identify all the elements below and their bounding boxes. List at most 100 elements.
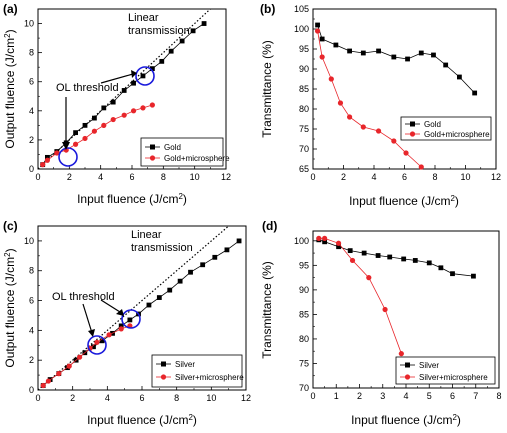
y-tick-label: 90 [299, 64, 309, 74]
legend-marker-gold [150, 144, 155, 150]
data-point-gold-microsphere [375, 128, 382, 134]
threshold-arrow-high [100, 73, 134, 84]
legend-d: Silver Silver+microsphere [395, 356, 496, 385]
x-tick-label: 2 [70, 393, 75, 403]
data-point-silver-microsphere [77, 354, 83, 360]
y-tick-label: 70 [299, 144, 309, 154]
data-point-gold [179, 38, 185, 44]
y-tick-label: 6 [29, 77, 34, 87]
x-tick-label: 0 [310, 172, 315, 182]
y-axis-title-a: Output fluence (J/cm2) [3, 29, 18, 148]
data-point-gold-microsphere [328, 76, 334, 82]
y-tick-label: 6 [29, 296, 34, 306]
x-tick-label: 8 [161, 172, 166, 182]
panel-c: (c) 0 2 4 6 8 10 12 0 2 4 6 8 10 OL threshold Linear… [3, 219, 252, 427]
x-tick-label: 3 [380, 391, 385, 401]
data-point-gold [159, 58, 165, 64]
linear-label-c-line2: transmission [131, 242, 193, 254]
y-tick-label: 10 [24, 236, 34, 246]
x-tick-label: 6 [139, 393, 144, 403]
x-tick-label: 1 [334, 391, 339, 401]
y-tick-label: 8 [29, 48, 34, 58]
series-line-gold-microsphere [317, 30, 422, 168]
x-tick-label: 5 [427, 391, 432, 401]
x-tick-label: 0 [310, 391, 315, 401]
data-point-silver [426, 260, 432, 266]
data-point-silver-microsphere [56, 371, 62, 377]
data-point-gold-microsphere [418, 164, 424, 170]
data-point-silver-microsphere [322, 235, 328, 241]
y-tick-label: 100 [294, 24, 309, 34]
threshold-arrow-low-c [82, 303, 93, 334]
data-point-silver [450, 271, 455, 277]
x-tick-label: 0 [35, 393, 40, 403]
data-point-gold-microsphere [82, 135, 88, 142]
data-point-gold-microsphere [337, 100, 344, 106]
threshold-circle-high-c [121, 309, 141, 329]
legend-label-silver-d: Silver [419, 361, 439, 370]
y-tick-label: 70 [299, 383, 309, 393]
x-tick-label: 6 [129, 172, 134, 182]
legend-label-gold-b: Gold [424, 120, 441, 129]
series-line-silver-microsphere [42, 325, 131, 386]
data-point-gold [190, 28, 196, 34]
legend-marker-silver-d [405, 362, 410, 368]
series-group-d [316, 235, 476, 357]
x-tick-label: 10 [190, 172, 200, 182]
ol-threshold-label-c: OL threshold [52, 291, 115, 303]
y-tick-label: 100 [294, 236, 309, 246]
data-point-gold-microsphere [360, 124, 366, 130]
threshold-circle-low [58, 147, 78, 167]
legend-box-d [395, 356, 496, 385]
data-point-gold [140, 73, 146, 79]
y-tick-label: 75 [299, 124, 309, 134]
data-point-silver [438, 265, 444, 271]
y-axis-title-d: Transmittance (%) [260, 261, 274, 359]
panel-label-c: (c) [3, 219, 18, 233]
data-point-silver [127, 317, 133, 323]
data-point-silver [91, 344, 96, 350]
data-point-silver-microsphere [335, 240, 342, 246]
legend-marker-silver-microsphere-d [404, 374, 411, 380]
data-point-silver [347, 248, 353, 254]
data-point-gold [92, 115, 97, 121]
data-point-gold [319, 36, 325, 42]
y-tick-label: 80 [299, 104, 309, 114]
legend-label-silver-microsphere-c: Silver+microsphere [175, 373, 244, 382]
data-point-gold [149, 66, 155, 72]
data-point-gold [168, 48, 174, 54]
data-point-gold [418, 50, 424, 56]
legend-label-gold-a: Gold [164, 143, 181, 152]
x-tick-label: 8 [174, 393, 179, 403]
data-point-silver [471, 273, 476, 279]
data-point-silver [412, 258, 418, 263]
y-tick-label: 8 [29, 266, 34, 276]
data-point-silver-microsphere [349, 257, 356, 264]
y-tick-label: 95 [299, 260, 309, 270]
panel-a: (a) 0 2 4 6 8 10 12 0 2 4 6 8 10 OL threshold Linear… [3, 2, 232, 206]
x-tick-label: 2 [341, 172, 346, 182]
data-point-silver [375, 253, 381, 258]
linear-label-a-line1: Linear [128, 12, 159, 24]
data-point-gold [73, 130, 78, 136]
data-point-silver [401, 256, 407, 262]
legend-marker-gold-b [410, 121, 415, 127]
data-point-silver-microsphere [40, 382, 46, 389]
x-axis-title-a: Input fluence (J/cm2) [77, 192, 187, 207]
legend-label-silver-microsphere-d: Silver+microsphere [419, 373, 488, 382]
legend-b: Gold Gold+microsphere [400, 116, 492, 141]
data-point-gold [82, 122, 88, 128]
data-point-gold-microsphere [319, 54, 325, 60]
x-tick-label: 2 [357, 391, 362, 401]
x-tick-label: 12 [241, 393, 251, 403]
panel-b: (b) 0 2 4 6 8 10 12 65 70 75 80 85 90 95 100 105 Gold G… [260, 2, 501, 208]
threshold-arrowhead-low [62, 142, 70, 150]
threshold-circle-high [135, 66, 155, 86]
y-tick-label: 0 [29, 385, 34, 395]
data-point-gold-microsphere [149, 102, 155, 108]
data-point-silver-microsphere [398, 351, 404, 357]
panel-label-a: (a) [3, 2, 18, 16]
data-point-silver [236, 238, 242, 244]
